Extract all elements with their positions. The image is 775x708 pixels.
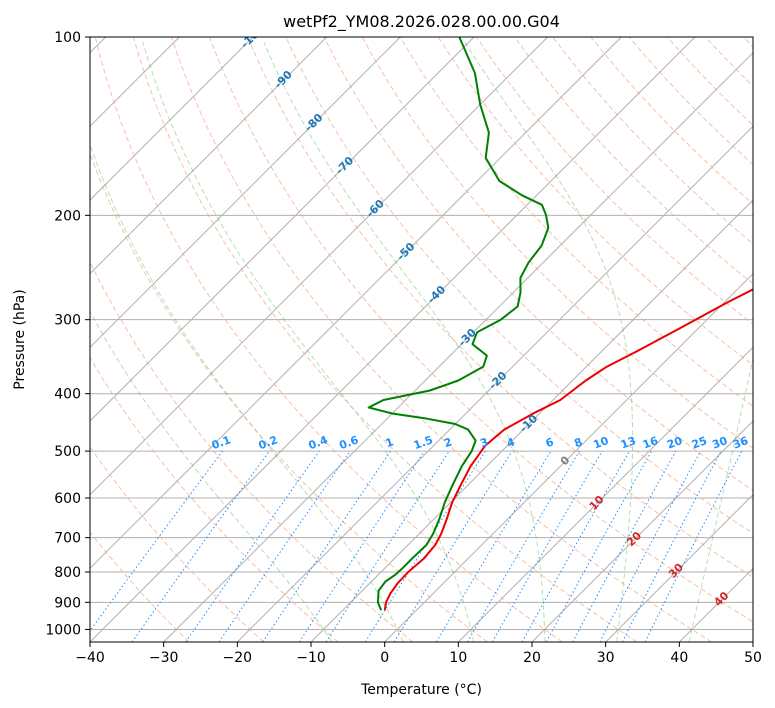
x-tick-label: 30 [597, 650, 615, 666]
mixing-ratio-line [325, 450, 450, 642]
mixing-ratio-line [521, 450, 630, 642]
moist-adiabat [688, 355, 753, 642]
moist-adiabat [263, 41, 546, 642]
mixing-ratio-line [185, 450, 320, 642]
isotherm-gridline [90, 37, 328, 275]
y-tick-label: 900 [54, 595, 81, 611]
isotherm-gridline [236, 125, 753, 642]
mixing-ratio-label: 0.1 [210, 433, 233, 452]
mixing-ratio-line [218, 450, 351, 642]
x-tick-label: −30 [149, 650, 179, 666]
mixing-ratio-label: 0.2 [257, 433, 280, 452]
dry-adiabat [437, 37, 753, 366]
isotherm-gridline [531, 420, 753, 642]
mixing-ratio-label: 2 [442, 435, 454, 450]
y-tick-label: 300 [54, 313, 81, 329]
mixing-ratio-label: 10 [592, 434, 611, 452]
dry-adiabat [361, 37, 753, 449]
x-tick-label: 20 [523, 650, 541, 666]
x-tick-label: 50 [744, 650, 762, 666]
mixing-ratio-line [262, 450, 392, 642]
mixing-ratio-lines [90, 450, 743, 642]
grid-layer [90, 37, 753, 642]
dry-adiabat [628, 37, 753, 166]
y-tick-label: 400 [54, 387, 81, 403]
mixing-ratio-label: 3 [478, 435, 490, 450]
isotherm-gridline [90, 37, 475, 422]
isotherm-gridline [163, 51, 753, 642]
y-tick-label: 700 [54, 531, 81, 547]
chart-title: wetPf2_YM08.2026.028.00.00.G04 [283, 12, 560, 32]
y-tick-label: 500 [54, 444, 81, 460]
dry-adiabat [90, 531, 190, 642]
dry-adiabat [132, 37, 638, 642]
x-tick-label: −20 [223, 650, 253, 666]
x-tick-label: 10 [449, 650, 467, 666]
mixing-ratio-label: 8 [572, 435, 584, 450]
dry-adiabat [209, 37, 753, 623]
x-axis-ticks: −40 −30 −20 −10 0 10 20 30 40 50 [75, 642, 762, 666]
mixing-ratio-line [131, 450, 270, 642]
moist-adiabat [464, 41, 634, 642]
y-axis-label: Pressure (hPa) [12, 289, 28, 389]
x-tick-label: 40 [670, 650, 688, 666]
isotherm-gridline [457, 346, 753, 642]
profile-series [367, 37, 753, 611]
x-tick-label: −10 [296, 650, 326, 666]
dry-adiabat [285, 37, 753, 535]
mixing-ratio-line [298, 450, 425, 642]
y-tick-label: 1000 [45, 622, 81, 638]
dry-adiabats [90, 37, 753, 642]
dry-adiabat [552, 37, 753, 245]
mixing-ratio-line [90, 450, 223, 632]
mixing-ratio-label: 6 [544, 435, 556, 450]
mixing-ratio-line [393, 450, 513, 642]
mixing-ratio-line [545, 450, 653, 642]
mixing-ratio-label: 0.4 [307, 433, 330, 452]
x-axis-label: Temperature (°C) [360, 682, 482, 698]
dry-adiabat [323, 37, 753, 491]
dry-adiabat [247, 37, 753, 578]
isotherm-gridline [90, 37, 622, 570]
mixing-ratio-label: 30 [710, 434, 729, 452]
y-tick-label: 200 [54, 208, 81, 224]
mixing-ratio-label: 1.5 [412, 433, 435, 452]
mixing-ratio-label: 25 [690, 434, 709, 451]
moist-adiabats [90, 41, 753, 642]
dewpoint-profile [367, 37, 550, 611]
isotherm-gridline [90, 37, 254, 201]
y-tick-label: 800 [54, 565, 81, 581]
mixing-ratio-label: 20 [665, 434, 684, 452]
isotherm-gridline [90, 37, 696, 642]
mixing-ratio-label: 1 [384, 435, 396, 450]
x-tick-label: −40 [75, 650, 105, 666]
isotherm-gridline [90, 37, 401, 349]
mixing-ratio-label: 4 [505, 435, 517, 450]
y-tick-label: 100 [54, 30, 81, 46]
isotherm-gridline [605, 493, 753, 642]
plot-background [90, 37, 753, 642]
mixing-ratio-label: 13 [619, 434, 638, 451]
plot-frame [89, 36, 754, 643]
dry-adiabat [90, 356, 339, 642]
mixing-ratio-label: 0.6 [338, 433, 361, 452]
dry-adiabat [171, 37, 712, 642]
dry-adiabat [90, 260, 414, 642]
mixing-ratio-line [572, 450, 677, 642]
y-tick-label: 600 [54, 491, 81, 507]
moist-adiabat [90, 310, 333, 642]
moist-adiabat [142, 41, 475, 642]
moist-adiabat [90, 142, 404, 642]
temperature-profile [383, 288, 753, 611]
y-axis-ticks: 1000 900 800 700 600 500 400 300 200 100 [45, 30, 90, 638]
mixing-ratio-label: 16 [641, 434, 660, 452]
dry-adiabat [399, 37, 753, 407]
isotherm-gridline [90, 37, 549, 496]
mixing-ratio-label: 36 [731, 434, 750, 452]
x-tick-label: 0 [380, 650, 389, 666]
mixing-ratio-line [644, 450, 743, 642]
isotherm-gridline [384, 272, 753, 642]
dry-adiabat [514, 37, 753, 285]
